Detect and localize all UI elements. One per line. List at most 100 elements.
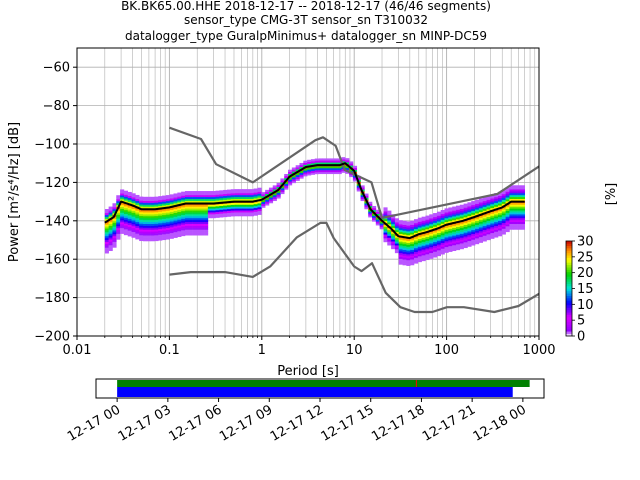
density-cell [154,229,159,232]
density-cell [192,227,197,230]
density-cell [226,203,232,206]
density-cell [505,191,510,194]
density-cell [226,193,232,196]
density-cell [372,217,377,220]
density-cell [501,222,506,225]
density-cell [440,215,445,219]
density-cell [135,235,140,238]
density-cell [478,198,483,201]
colorbar-segment [566,290,572,294]
density-cell [120,225,125,229]
y-tick-label: −100 [34,138,70,153]
density-cell [246,191,251,194]
density-cell [471,224,476,227]
density-cell [165,225,171,229]
density-cell [135,196,140,200]
density-cell [497,228,503,231]
density-cell [444,229,449,232]
density-cell [425,255,430,259]
density-cell [475,207,480,210]
density-cell [505,216,510,219]
density-cell [188,217,193,221]
density-cell [436,228,442,232]
density-cell [455,240,461,243]
density-cell [116,214,121,217]
density-cell [158,203,163,207]
density-cell [116,225,121,229]
density-cell [402,224,407,227]
density-cell [501,230,506,233]
density-cell [108,208,113,211]
density-cell [505,208,510,211]
density-cell [505,201,510,204]
density-cell [181,212,186,215]
density-cell [501,226,506,229]
density-cell [146,225,151,228]
density-cell [497,214,503,218]
density-cell [127,234,132,237]
density-cell [116,231,121,234]
density-cell [410,234,415,237]
density-cell [288,177,293,180]
density-cell [413,255,419,258]
density-cell [200,223,205,226]
density-cell [135,225,140,228]
density-cell [322,166,327,169]
density-cell [425,253,430,257]
density-cell [276,182,281,186]
density-cell [150,216,155,219]
density-cell [391,218,396,221]
y-axis-label: Power [m²/s⁴/Hz] [dB] [7,122,22,262]
density-cell [387,231,392,234]
colorbar-segment [566,276,572,280]
density-cell [219,203,224,206]
density-cell [520,208,525,211]
density-cell [413,240,419,243]
density-cell [299,170,304,173]
density-cell [517,208,522,211]
density-cell [158,221,163,224]
density-cell [440,229,445,232]
density-cell [429,243,434,246]
density-cell [249,210,254,213]
density-cell [234,214,239,217]
density-cell [272,196,277,200]
density-cell [303,170,308,173]
density-cell [150,231,155,234]
density-cell [467,233,472,236]
density-cell [494,229,499,232]
density-cell [391,233,396,236]
colorbar-segment [566,267,572,270]
density-cell [169,223,174,226]
density-cell [330,171,335,175]
density-cell [127,205,132,208]
density-cell [333,158,338,161]
density-cell [295,172,300,176]
density-cell [387,233,392,236]
density-cell [226,197,232,200]
density-cell [192,200,197,203]
density-cell [425,232,430,236]
density-cell [429,221,434,225]
density-cell [165,200,171,204]
density-cell [150,237,155,240]
density-cell [509,198,514,201]
density-cell [253,198,258,201]
density-cell [123,213,129,216]
density-cell [387,224,392,227]
density-cell [467,238,472,242]
density-cell [127,197,132,200]
density-cell [463,241,468,245]
density-cell [116,237,121,240]
density-cell [303,172,308,175]
density-cell [509,189,514,192]
density-cell [104,235,109,239]
density-cell [261,201,266,204]
density-cell [108,223,113,227]
density-cell [501,209,506,212]
density-cell [497,209,503,212]
density-cell [379,225,384,228]
density-cell [494,212,499,215]
colorbar-segment [566,317,572,320]
density-cell [410,257,415,260]
